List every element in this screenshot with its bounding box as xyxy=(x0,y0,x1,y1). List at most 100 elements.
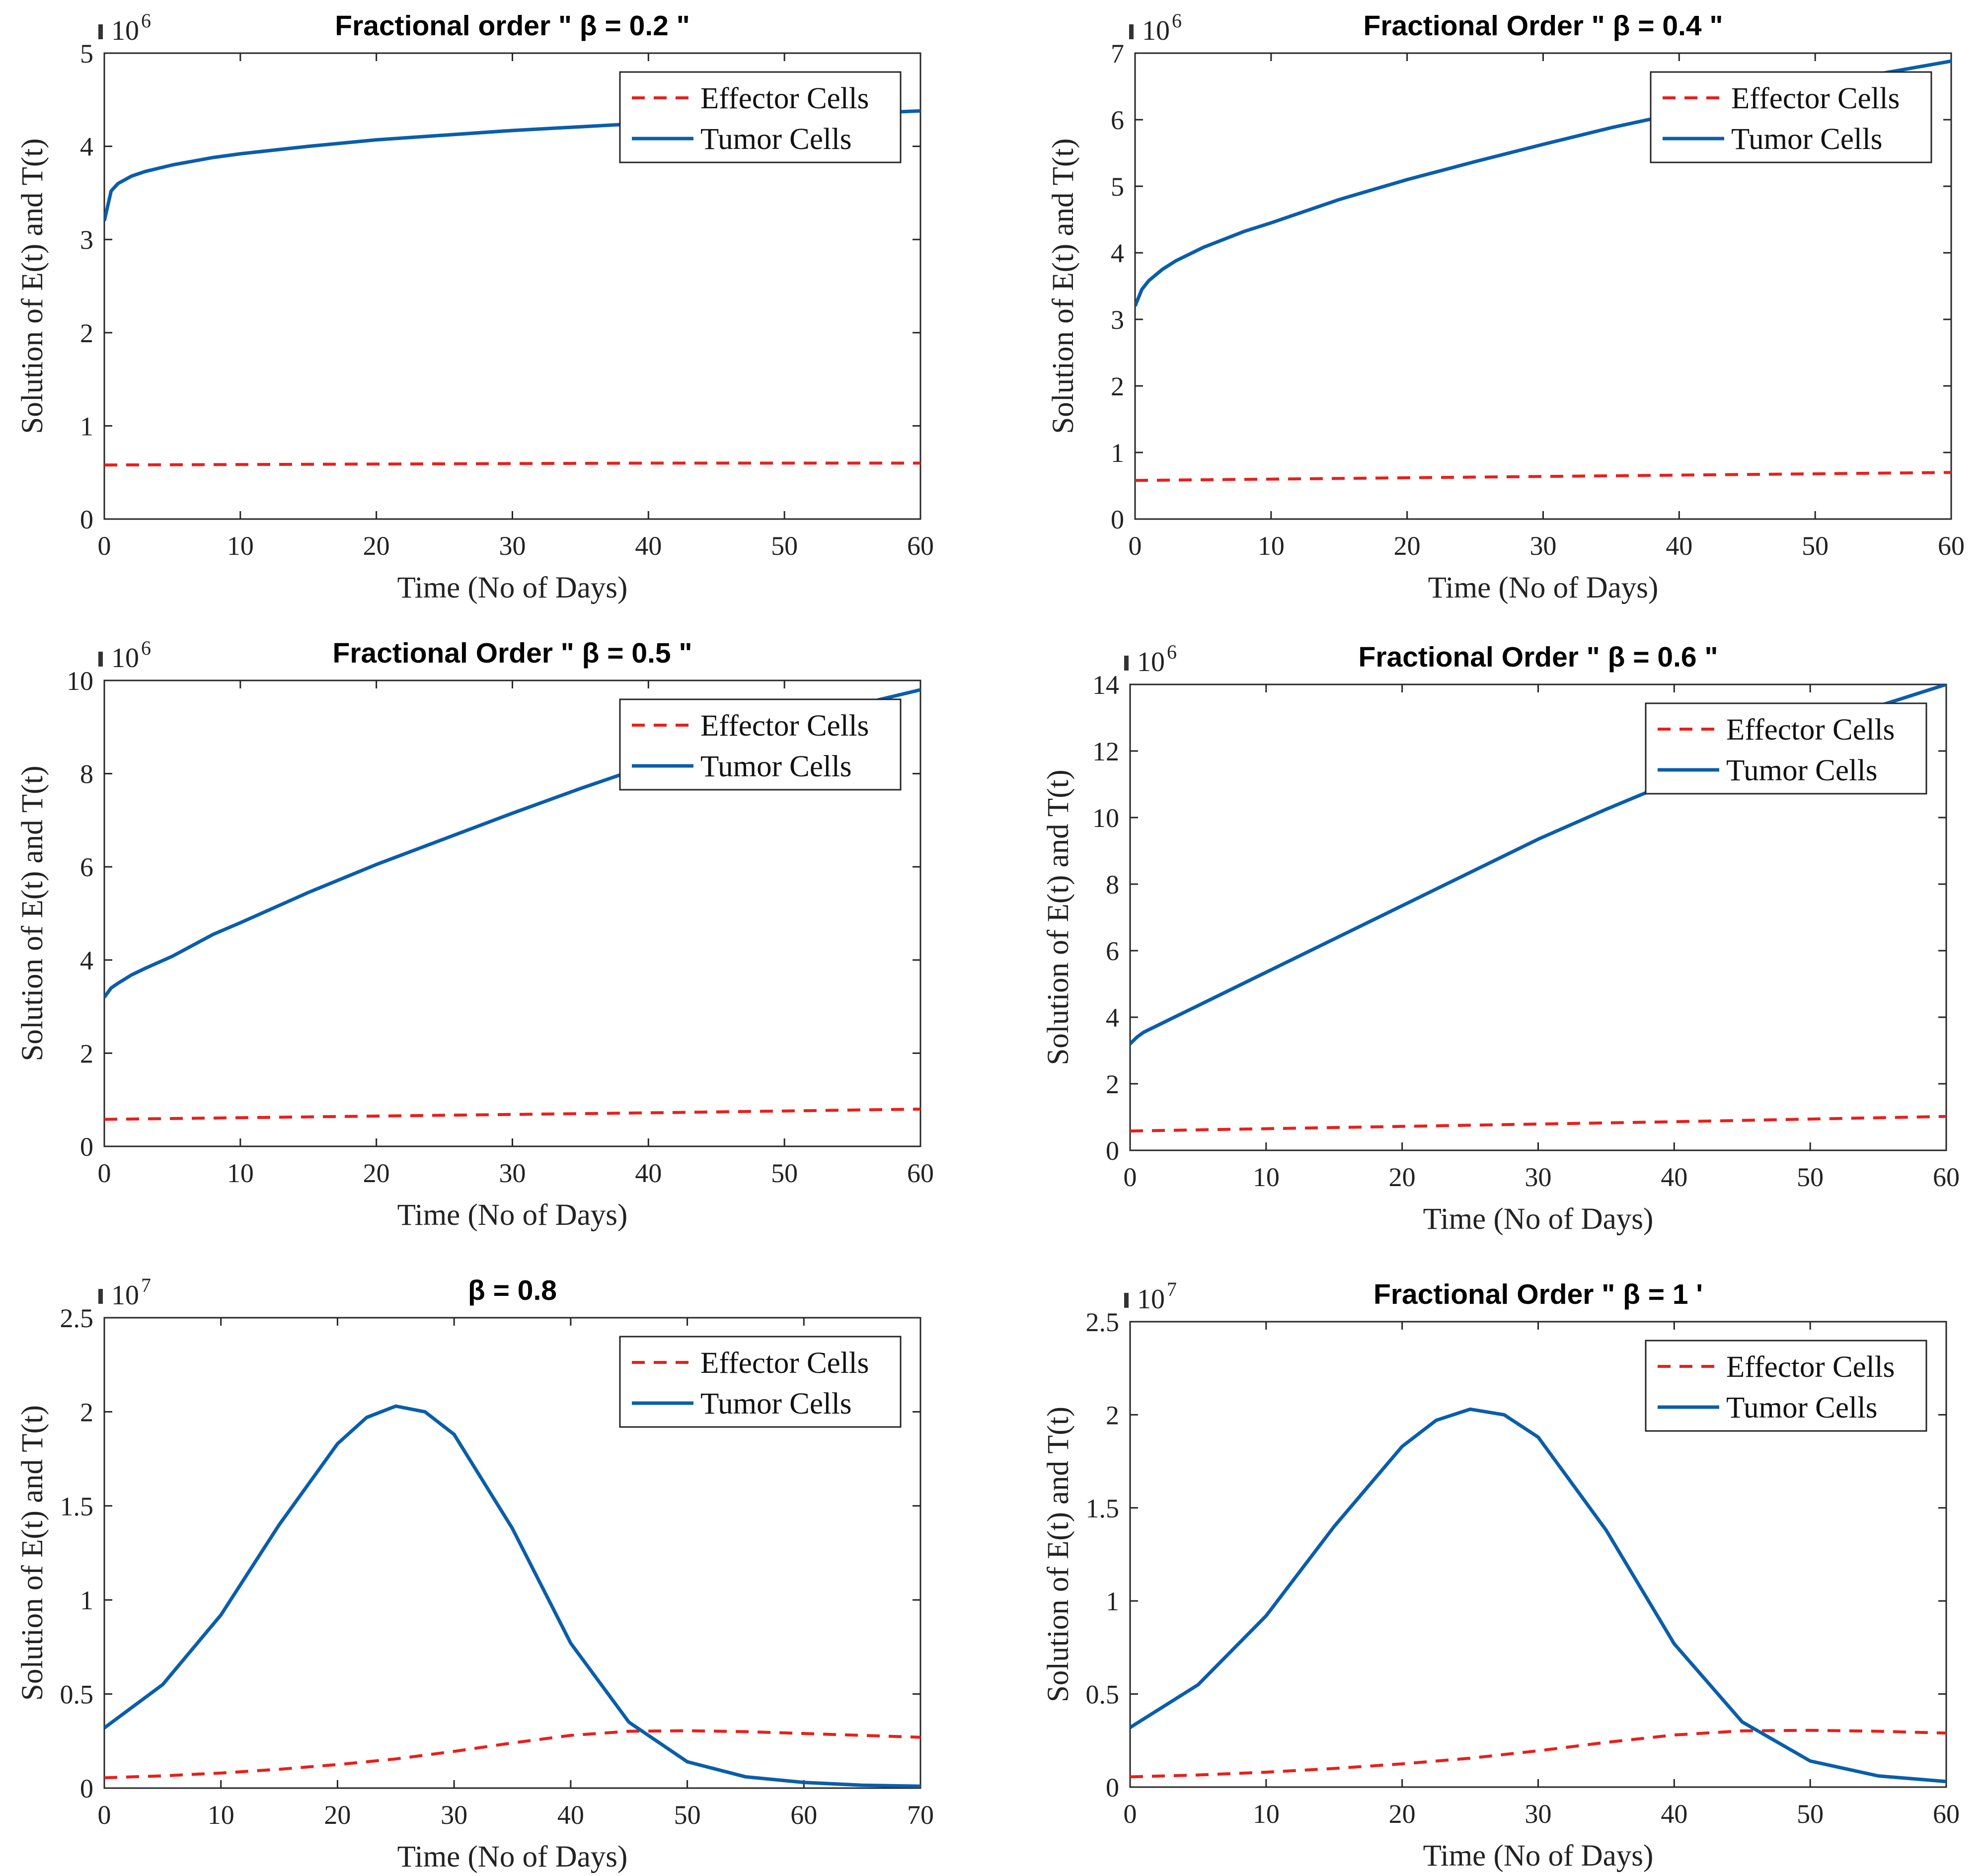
x-tick-label: 10 xyxy=(208,1800,234,1830)
y-tick-label: 4 xyxy=(1111,238,1124,268)
chart-title: Fractional Order " β = 0.6 " xyxy=(1359,641,1718,673)
y-tick-label: 10 xyxy=(1092,803,1119,833)
x-tick-label: 50 xyxy=(771,1158,798,1188)
x-tick-label: 20 xyxy=(324,1800,351,1830)
exponent-marker xyxy=(1129,24,1134,39)
exponent-power: 6 xyxy=(141,637,151,659)
x-tick-label: 30 xyxy=(441,1800,467,1830)
x-tick-label: 70 xyxy=(907,1800,934,1830)
x-tick-label: 40 xyxy=(1661,1162,1687,1192)
x-tick-label: 30 xyxy=(499,531,526,561)
exponent-marker xyxy=(98,1289,103,1304)
legend-entry: Effector Cells xyxy=(1726,713,1895,747)
x-tick-label: 30 xyxy=(1525,1162,1552,1192)
exponent-base: 10 xyxy=(1142,15,1170,46)
exponent-marker xyxy=(1124,656,1129,671)
y-tick-label: 2 xyxy=(1111,372,1124,401)
legend xyxy=(1645,1340,1927,1432)
y-tick-label: 5 xyxy=(80,39,93,69)
y-tick-label: 3 xyxy=(80,225,93,255)
x-tick-label: 60 xyxy=(907,1158,934,1188)
exponent-power: 6 xyxy=(141,9,151,32)
x-tick-label: 50 xyxy=(1797,1799,1824,1829)
effector-cells-line xyxy=(104,1729,920,1780)
legend-entry: Tumor Cells xyxy=(700,1387,852,1421)
x-tick-label: 20 xyxy=(363,531,390,561)
x-tick-label: 50 xyxy=(1797,1162,1824,1192)
x-tick-label: 10 xyxy=(227,531,254,561)
legend-entry: Tumor Cells xyxy=(1726,1391,1878,1425)
legend xyxy=(619,698,902,791)
legend-entry: Tumor Cells xyxy=(1731,123,1883,156)
legend xyxy=(1645,702,1927,795)
y-tick-label: 6 xyxy=(1111,105,1124,135)
y-tick-label: 0.5 xyxy=(1086,1680,1120,1710)
x-tick-label: 20 xyxy=(1389,1799,1416,1829)
exponent-base: 10 xyxy=(1137,1284,1165,1315)
y-tick-label: 2 xyxy=(80,1039,93,1068)
y-tick-label: 5 xyxy=(1111,172,1124,202)
x-tick-label: 60 xyxy=(1933,1799,1960,1829)
legend-entry: Effector Cells xyxy=(700,1347,869,1380)
x-axis-label: Time (No of Days) xyxy=(1428,571,1659,604)
x-tick-label: 0 xyxy=(1129,531,1142,561)
x-tick-label: 0 xyxy=(98,531,111,561)
legend-entry: Effector Cells xyxy=(700,82,869,115)
x-tick-label: 20 xyxy=(1394,531,1421,561)
y-tick-label: 0 xyxy=(80,1774,93,1803)
y-tick-label: 2 xyxy=(80,1397,93,1427)
x-tick-label: 10 xyxy=(1253,1162,1280,1192)
x-tick-label: 60 xyxy=(790,1800,817,1830)
exponent-base: 10 xyxy=(1137,647,1165,677)
legend-entry: Tumor Cells xyxy=(700,123,852,156)
y-tick-label: 12 xyxy=(1092,737,1119,766)
y-axis-label: Solution of E(t) and T(t) xyxy=(1042,1407,1075,1702)
y-tick-label: 2 xyxy=(1106,1069,1119,1099)
exponent-power: 7 xyxy=(1167,1278,1177,1300)
chart-title: β = 0.8 xyxy=(468,1275,557,1306)
y-tick-label: 7 xyxy=(1111,39,1124,69)
x-tick-label: 30 xyxy=(499,1158,526,1188)
exponent-marker xyxy=(98,24,103,39)
exponent-power: 7 xyxy=(141,1274,151,1296)
x-axis-label: Time (No of Days) xyxy=(397,1840,628,1874)
x-tick-label: 40 xyxy=(1666,531,1692,561)
y-tick-label: 2.5 xyxy=(60,1303,94,1333)
exponent-base: 10 xyxy=(111,643,139,674)
x-axis-label: Time (No of Days) xyxy=(397,571,628,604)
y-tick-label: 1.5 xyxy=(1086,1494,1120,1523)
x-tick-label: 30 xyxy=(1530,531,1557,561)
y-tick-label: 0 xyxy=(1106,1773,1119,1802)
y-tick-label: 0 xyxy=(80,1132,93,1162)
y-tick-label: 4 xyxy=(1106,1003,1119,1033)
legend-entry: Effector Cells xyxy=(1726,1351,1895,1384)
x-tick-label: 40 xyxy=(635,1158,662,1188)
y-axis-label: Solution of E(t) and T(t) xyxy=(16,765,49,1061)
y-axis-label: Solution of E(t) and T(t) xyxy=(16,138,49,434)
x-tick-label: 30 xyxy=(1525,1799,1552,1829)
x-axis-label: Time (No of Days) xyxy=(1423,1202,1654,1236)
x-tick-label: 0 xyxy=(1124,1799,1137,1829)
tumor-cells-line xyxy=(1130,1407,1946,1784)
x-tick-label: 10 xyxy=(1253,1799,1280,1829)
y-tick-label: 1 xyxy=(80,1585,93,1615)
y-tick-label: 14 xyxy=(1092,670,1119,700)
effector-cells-line xyxy=(1130,1728,1946,1779)
exponent-marker xyxy=(98,652,103,667)
y-tick-label: 2 xyxy=(80,318,93,348)
y-tick-label: 3 xyxy=(1111,305,1124,335)
y-axis-label: Solution of E(t) and T(t) xyxy=(1047,138,1080,434)
y-tick-label: 4 xyxy=(80,132,93,162)
x-tick-label: 60 xyxy=(907,531,934,561)
x-tick-label: 0 xyxy=(98,1800,111,1830)
effector-cells-line xyxy=(104,461,920,467)
y-axis-label: Solution of E(t) and T(t) xyxy=(1042,769,1075,1065)
legend-entry: Tumor Cells xyxy=(1726,754,1878,787)
y-tick-label: 1 xyxy=(1106,1586,1119,1616)
x-tick-label: 20 xyxy=(1389,1162,1416,1192)
